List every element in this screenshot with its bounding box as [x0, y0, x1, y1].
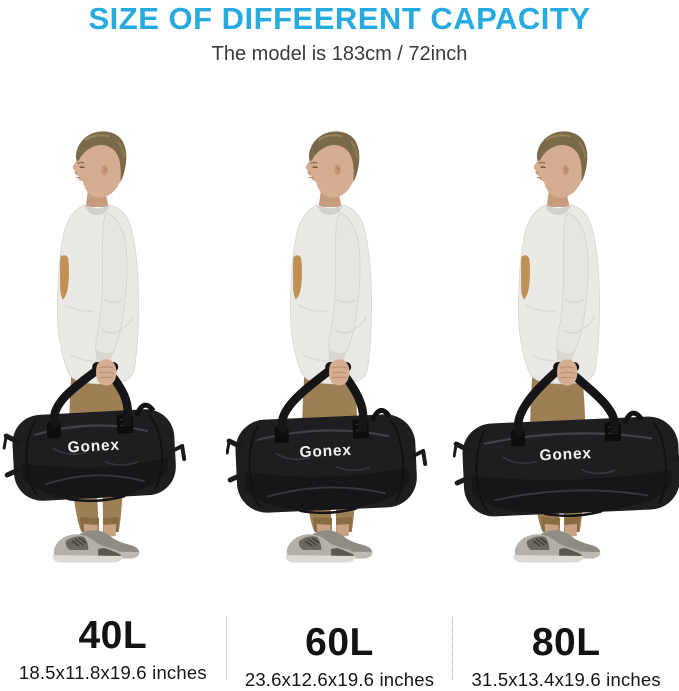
- model-photo-80l: Gonex: [452, 131, 679, 563]
- hand: [556, 359, 578, 386]
- caption-60l: 60L 23.6x12.6x19.6 inches: [227, 570, 453, 690]
- capacity-label-60l: 60L: [305, 621, 374, 664]
- duffel-bag: Gonex: [452, 359, 679, 518]
- front-shoe: [285, 534, 356, 563]
- front-shoe: [52, 534, 123, 563]
- hand: [96, 359, 117, 386]
- model-photo-60l: Gonex: [226, 131, 428, 563]
- hair: [536, 131, 587, 182]
- dotted-divider: [225, 617, 227, 680]
- head: [306, 131, 360, 198]
- header: SIZE OF DIFFEERENT CAPACITY The model is…: [0, 0, 679, 100]
- shirt-graphic: [520, 255, 530, 300]
- dimensions-label-60l: 23.6x12.6x19.6 inches: [244, 669, 435, 690]
- figure-40l: Gonex: [0, 100, 226, 570]
- hand: [329, 359, 350, 386]
- bag-logo-text: Gonex: [300, 442, 353, 461]
- figure-80l: Gonex: [452, 100, 679, 570]
- bag-logo-text: Gonex: [539, 445, 592, 464]
- bag-logo-text: Gonex: [67, 437, 120, 457]
- handle-strap-left: [50, 364, 103, 429]
- captions-row: 40L 18.5x11.8x19.6 inches 60L 23.6x12.6x…: [0, 570, 679, 690]
- hair: [309, 131, 360, 182]
- dimensions-label-80l: 31.5x13.4x19.6 inches: [471, 669, 661, 690]
- duffel-bag: Gonex: [2, 359, 187, 503]
- model-photo-40l: Gonex: [2, 131, 187, 563]
- grab-loop: [621, 410, 644, 425]
- side-straps: [226, 438, 244, 483]
- figures-row: Gonex: [0, 100, 679, 570]
- shirt-graphic: [293, 255, 303, 300]
- head: [533, 131, 587, 198]
- side-straps: [453, 441, 471, 486]
- dimensions-label-40l: 18.5x11.8x19.6 inches: [18, 662, 207, 683]
- dotted-divider: [452, 617, 454, 680]
- grab-loop: [134, 402, 156, 417]
- duffel-bag: Gonex: [226, 359, 428, 515]
- head: [72, 131, 127, 198]
- ear: [561, 164, 569, 176]
- ear: [101, 164, 109, 176]
- grab-loop: [370, 408, 392, 422]
- side-straps: [3, 433, 21, 478]
- handle-strap-left: [513, 364, 564, 437]
- page-subtitle: The model is 183cm / 72inch: [211, 42, 468, 65]
- caption-80l: 80L 31.5x13.4x19.6 inches: [453, 570, 679, 690]
- shirt-graphic: [60, 255, 69, 300]
- hair: [75, 131, 127, 182]
- capacity-label-80l: 80L: [531, 621, 601, 664]
- page-title: SIZE OF DIFFEERENT CAPACITY: [88, 1, 591, 36]
- ear: [334, 164, 342, 176]
- handle-strap-left: [278, 364, 336, 434]
- figure-60l: Gonex: [226, 100, 452, 570]
- caption-40l: 40L 18.5x11.8x19.6 inches: [0, 570, 226, 683]
- front-shoe: [513, 534, 583, 563]
- capacity-label-40l: 40L: [78, 614, 148, 657]
